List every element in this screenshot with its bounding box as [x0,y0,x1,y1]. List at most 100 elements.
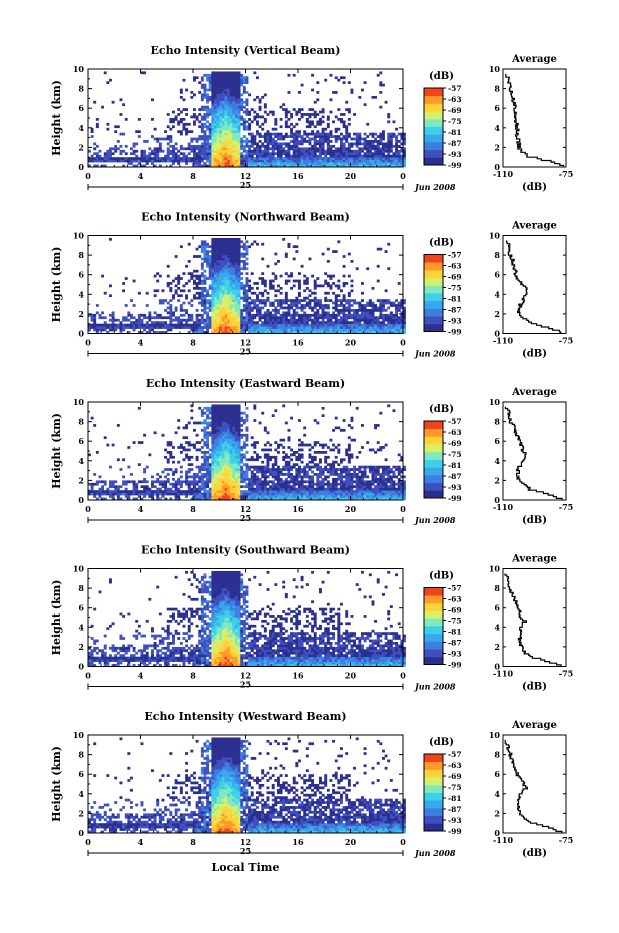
heatmap-cell [133,280,136,283]
heatmap-cell [259,299,262,302]
heatmap-cell [219,458,222,461]
heatmap-cell [277,260,280,263]
heatmap-cell [188,123,191,126]
heatmap-cell [222,79,225,82]
heatmap-cell [246,267,249,270]
heatmap-cell [180,120,183,123]
heatmap-cell [256,160,259,163]
heatmap-cell [246,103,249,106]
heatmap-cell [196,297,199,300]
heatmap-cell [148,495,151,498]
heatmap-cell [154,138,157,141]
heatmap-cell [251,162,254,165]
heatmap-cell [316,329,319,332]
heatmap-cell [343,316,346,319]
heatmap-cell [214,245,217,248]
heatmap-cell [133,483,136,486]
heatmap-cell [164,316,167,319]
heatmap-cell [364,133,367,136]
heatmap-cell [232,404,235,407]
heatmap-cell [109,157,112,160]
heatmap-cell [248,113,251,116]
heatmap-cell [232,152,235,155]
heatmap-cell [343,120,346,123]
heatmap-cell [340,145,343,148]
heatmap-cell [222,71,225,74]
heatmap-cell [309,329,312,332]
heatmap-cell [227,412,230,415]
heatmap-cell [343,152,346,155]
heatmap-cell [393,316,396,319]
heatmap-cell [351,316,354,319]
heatmap-cell [385,250,388,253]
heatmap-cell [235,260,238,263]
heatmap-cell [209,76,212,79]
heatmap-cell [230,147,233,150]
heatmap-cell [219,94,222,97]
heatmap-cell [235,248,238,251]
heatmap-cell [377,74,380,77]
heatmap-cell [345,130,348,133]
heatmap-cell [243,260,246,263]
heatmap-cell [209,287,212,290]
heatmap-cell [314,324,317,327]
heatmap-cell [190,324,193,327]
heatmap-cell [201,282,204,285]
heatmap-cell [225,103,228,106]
heatmap-cell [235,152,238,155]
heatmap-cell [311,138,314,141]
heatmap-cell [238,434,241,437]
heatmap-cell [114,150,117,153]
heatmap-cell [235,478,238,481]
heatmap-cell [280,125,283,128]
heatmap-cell [238,270,241,273]
heatmap-cell [358,319,361,322]
heatmap-cell [169,329,172,332]
heatmap-cell [99,326,102,329]
heatmap-cell [114,160,117,163]
heatmap-cell [337,160,340,163]
heatmap-cell [230,456,233,459]
heatmap-cell [335,157,338,160]
heatmap-cell [211,79,214,82]
heatmap-cell [379,321,382,324]
heatmap-cell [201,96,204,99]
heatmap-cell [398,326,401,329]
heatmap-cell [214,294,217,297]
heatmap-cell [285,292,288,295]
heatmap-cell [282,143,285,146]
heatmap-cell [280,324,283,327]
heatmap-cell [235,89,238,92]
heatmap-cell [227,468,230,471]
heatmap-cell [319,321,322,324]
heatmap-cell [217,123,220,126]
heatmap-cell [222,98,225,101]
heatmap-cell [188,458,191,461]
heatmap-cell [230,120,233,123]
heatmap-cell [364,329,367,332]
heatmap-cell [340,304,343,307]
heatmap-cell [159,324,162,327]
heatmap-cell [235,414,238,417]
heatmap-cell [379,106,382,109]
heatmap-cell [222,309,225,312]
heatmap-cell [340,311,343,314]
heatmap-cell [235,108,238,111]
heatmap-cell [167,147,170,150]
heatmap-cell [337,108,340,111]
heatmap-cell [306,157,309,160]
heatmap-cell [206,289,209,292]
heatmap-cell [225,478,228,481]
heatmap-cell [114,319,117,322]
heatmap-cell [217,485,220,488]
heatmap-cell [227,495,230,498]
heatmap-cell [188,456,191,459]
heatmap-cell [232,461,235,464]
heatmap-cell [175,493,178,496]
heatmap-cell [122,316,125,319]
heatmap-cell [227,74,230,77]
heatmap-cell [259,140,262,143]
heatmap-cell [246,113,249,116]
heatmap-cell [319,138,322,141]
